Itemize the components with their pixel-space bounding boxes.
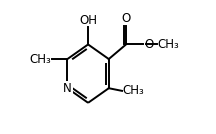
Text: O: O [144,38,153,51]
Text: O: O [121,12,131,25]
Text: CH₃: CH₃ [157,38,179,51]
Text: OH: OH [79,14,97,27]
Text: N: N [63,82,72,95]
Text: CH₃: CH₃ [29,53,51,66]
Text: CH₃: CH₃ [123,84,145,97]
